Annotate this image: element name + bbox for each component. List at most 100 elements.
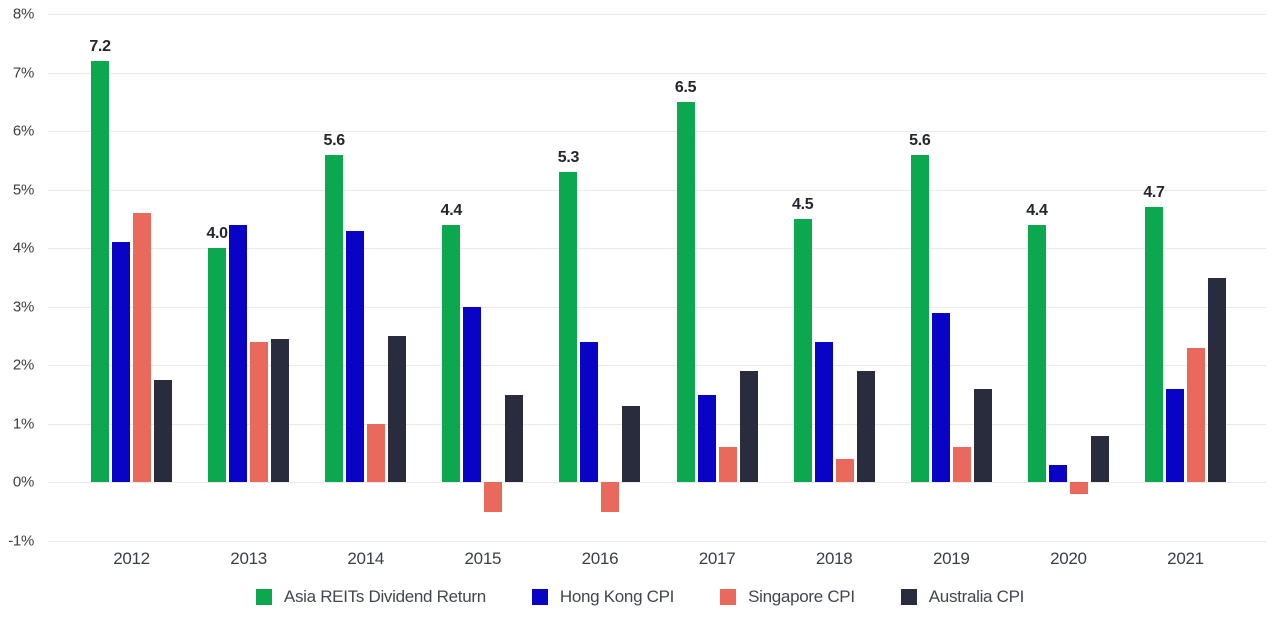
bar-australia-cpi-2016 — [622, 406, 641, 483]
bar-singapore-cpi-2014 — [367, 423, 386, 483]
legend-label: Australia CPI — [928, 587, 1025, 606]
bar-singapore-cpi-2018 — [835, 459, 854, 483]
bar-australia-cpi-2013 — [271, 339, 290, 483]
bar-hong-kong-cpi-2013 — [229, 224, 248, 483]
bar-australia-cpi-2012 — [154, 379, 172, 483]
y-tick-label: 8% — [12, 5, 34, 23]
gridline — [48, 423, 1266, 425]
legend-label: Singapore CPI — [748, 587, 855, 606]
bar-hong-kong-cpi-2017 — [697, 394, 716, 483]
bar-asia-reits-dividend-return-2019 — [910, 154, 929, 483]
bar-value-label: 4.0 — [206, 225, 228, 243]
legend-label: Asia REITs Dividend Return — [283, 587, 486, 606]
bar-asia-reits-dividend-return-2015 — [442, 224, 461, 483]
bar-value-label: 5.3 — [557, 149, 580, 167]
bar-singapore-cpi-2012 — [133, 213, 151, 483]
x-axis: 2012 2013 2014 2015 2016 2017 2018 2019 2020 2021 — [48, 549, 1266, 571]
gridline — [48, 248, 1266, 250]
gridline — [48, 306, 1266, 308]
bars-row: 7.2 4.0 5.6 4.4 5.3 6.5 4.5 5.6 4.4 4.7 — [89, 14, 1226, 541]
bar-singapore-cpi-2015 — [484, 482, 503, 512]
bar-group-2018: 4.5 — [792, 14, 875, 541]
bar-value-label: 4.5 — [791, 195, 814, 213]
bar-asia-reits-dividend-return-2021 — [1144, 207, 1163, 483]
x-tick-label-2014: 2014 — [347, 549, 385, 568]
x-tick-label-2013: 2013 — [230, 549, 267, 568]
bar-asia-reits-dividend-return-2017 — [676, 101, 695, 483]
bar-hong-kong-cpi-2020 — [1048, 464, 1067, 483]
x-tick-label-2021: 2021 — [1167, 549, 1204, 568]
x-tick-label-2020: 2020 — [1050, 549, 1087, 568]
bar-singapore-cpi-2017 — [718, 447, 737, 483]
y-tick-label: 7% — [12, 64, 34, 82]
bar-hong-kong-cpi-2019 — [931, 312, 950, 483]
y-axis: 8% 7% 6% 5% 4% 3% 2% 1% 0% -1% — [0, 6, 40, 550]
legend-swatch-icon — [531, 589, 548, 605]
bar-asia-reits-dividend-return-2013 — [208, 248, 227, 483]
bar-group-2015: 4.4 — [441, 14, 524, 541]
bar-hong-kong-cpi-2012 — [112, 242, 130, 483]
bar-value-label: 4.4 — [440, 201, 463, 219]
bar-singapore-cpi-2016 — [601, 482, 620, 512]
gridline — [48, 541, 1266, 542]
bar-australia-cpi-2018 — [856, 371, 875, 483]
y-tick-label: 2% — [12, 356, 34, 374]
bar-group-2017: 6.5 — [675, 14, 758, 541]
bar-group-2016: 5.3 — [558, 14, 641, 541]
x-tick-label-2015: 2015 — [464, 549, 502, 568]
bar-hong-kong-cpi-2018 — [814, 341, 833, 483]
legend-swatch-icon — [255, 589, 272, 605]
bar-australia-cpi-2019 — [973, 388, 992, 483]
legend-swatch-icon — [720, 589, 737, 605]
x-tick-label-2017: 2017 — [698, 549, 736, 568]
gridline — [48, 14, 1266, 15]
bar-asia-reits-dividend-return-2014 — [325, 154, 344, 483]
bar-group-2014: 5.6 — [324, 14, 407, 541]
bar-asia-reits-dividend-return-2020 — [1027, 224, 1046, 483]
y-tick-label: 1% — [12, 415, 34, 433]
bar-group-2020: 4.4 — [1026, 14, 1109, 541]
bar-group-2019: 5.6 — [909, 14, 992, 541]
bar-value-label: 5.6 — [323, 131, 346, 149]
bar-australia-cpi-2020 — [1090, 435, 1109, 483]
bar-australia-cpi-2017 — [739, 371, 758, 483]
bar-hong-kong-cpi-2014 — [346, 230, 365, 483]
gridline — [48, 482, 1266, 484]
bar-australia-cpi-2015 — [505, 394, 524, 483]
bar-australia-cpi-2021 — [1207, 277, 1226, 483]
x-labels-row: 2012 2013 2014 2015 2016 2017 2018 2019 2020 2021 — [91, 549, 1226, 569]
legend-item-australia-cpi: Australia CPI — [900, 587, 1025, 607]
bar-singapore-cpi-2021 — [1186, 347, 1205, 483]
bar-value-label: 5.6 — [909, 131, 931, 149]
bar-australia-cpi-2014 — [388, 336, 407, 483]
x-tick-label-2019: 2019 — [932, 549, 970, 568]
y-tick-label: 3% — [12, 298, 34, 316]
gridline — [48, 131, 1266, 133]
legend: Asia REITs Dividend Return Hong Kong CPI S… — [0, 587, 1280, 607]
bar-hong-kong-cpi-2016 — [580, 341, 599, 483]
bar-asia-reits-dividend-return-2018 — [793, 218, 812, 483]
bar-value-label: 4.7 — [1143, 184, 1165, 202]
bar-singapore-cpi-2013 — [250, 341, 269, 483]
x-tick-label-2012: 2012 — [113, 549, 150, 568]
bar-value-label: 7.2 — [89, 37, 111, 55]
legend-item-asia-reits-dividend-return: Asia REITs Dividend Return — [255, 587, 486, 607]
y-tick-label: -1% — [8, 532, 34, 550]
bar-hong-kong-cpi-2021 — [1165, 388, 1184, 483]
legend-item-hong-kong-cpi: Hong Kong CPI — [531, 587, 675, 607]
bar-group-2012: 7.2 — [89, 14, 172, 541]
y-tick-label: 4% — [12, 239, 34, 257]
gridline — [48, 72, 1266, 74]
bar-singapore-cpi-2019 — [952, 447, 971, 483]
bar-value-label: 6.5 — [674, 78, 697, 96]
y-tick-label: 5% — [12, 181, 34, 199]
gridline — [48, 189, 1266, 191]
y-tick-label: 0% — [12, 473, 34, 491]
legend-label: Hong Kong CPI — [559, 587, 675, 606]
gridline — [48, 365, 1266, 367]
bar-singapore-cpi-2020 — [1069, 482, 1088, 495]
bar-group-2013: 4.0 — [206, 14, 290, 541]
bar-hong-kong-cpi-2015 — [463, 306, 482, 483]
legend-item-singapore-cpi: Singapore CPI — [720, 587, 855, 607]
